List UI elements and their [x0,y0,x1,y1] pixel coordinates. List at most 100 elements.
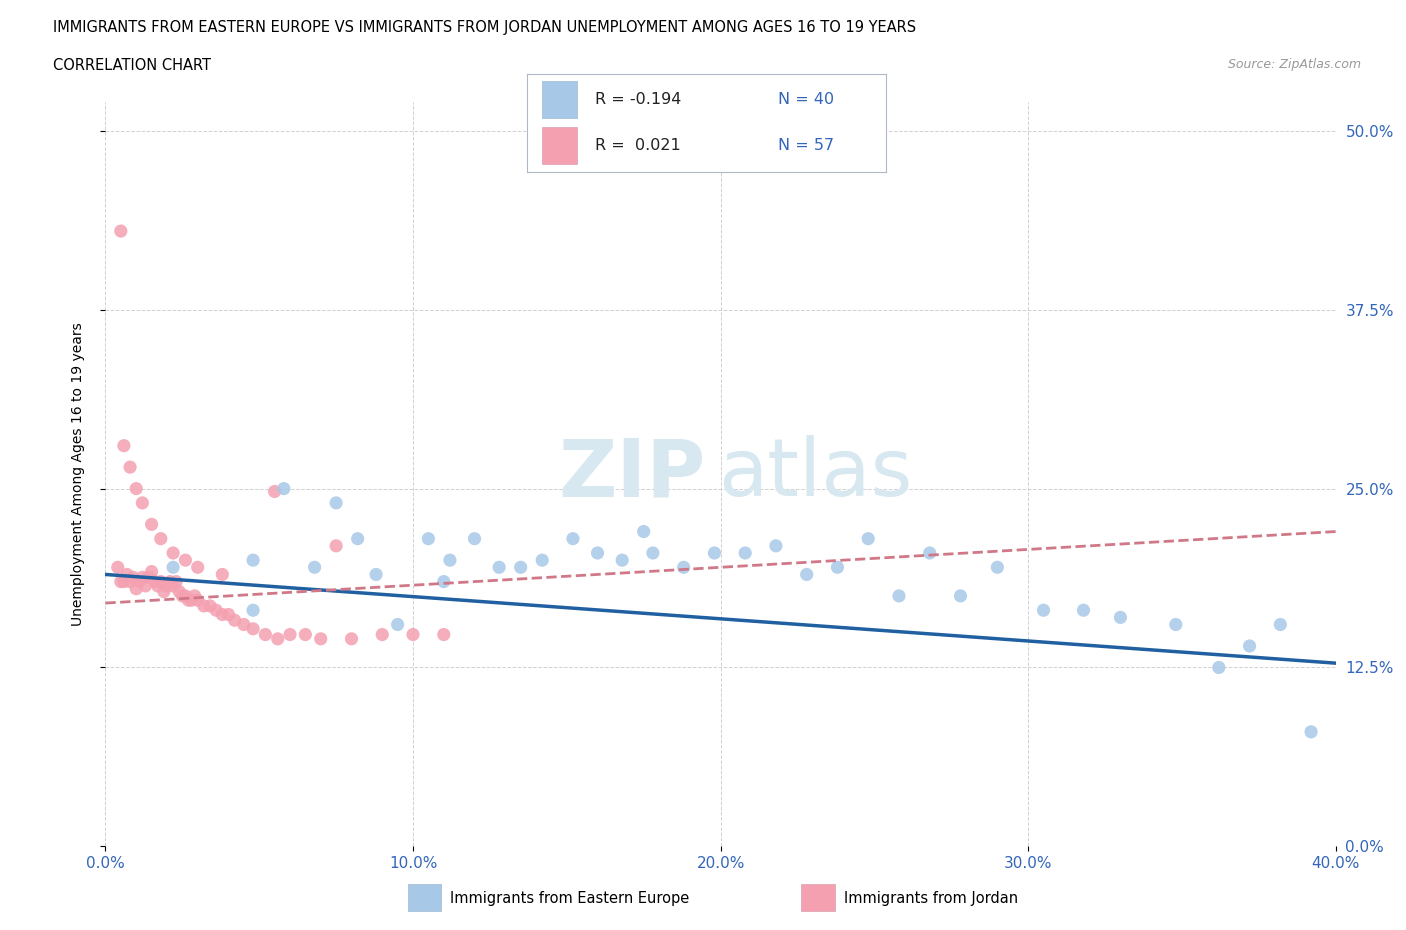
Point [586,546,609,561]
Point [138,570,160,585]
Point [156,578,179,593]
Point [211,607,233,622]
Point [562,531,585,546]
Point [120,574,141,589]
Point [112,574,135,589]
Point [796,567,818,582]
Point [325,496,347,511]
Text: Source: ZipAtlas.com: Source: ZipAtlas.com [1227,58,1361,71]
Point [827,560,849,575]
Point [205,603,228,618]
Point [162,578,184,593]
Point [294,627,316,642]
Text: Immigrants from Eastern Europe: Immigrants from Eastern Europe [450,891,689,906]
Text: IMMIGRANTS FROM EASTERN EUROPE VS IMMIGRANTS FROM JORDAN UNEMPLOYMENT AMONG AGES: IMMIGRANTS FROM EASTERN EUROPE VS IMMIGR… [53,20,917,35]
Point [1164,618,1187,632]
Point [273,481,295,496]
Text: N = 40: N = 40 [779,92,834,107]
Point [949,589,972,604]
Point [107,560,129,575]
Point [112,438,135,453]
Point [224,613,246,628]
Point [986,560,1008,575]
Point [1208,660,1230,675]
Text: R =  0.021: R = 0.021 [595,139,681,153]
Point [149,531,172,546]
Text: N = 57: N = 57 [779,139,834,153]
Point [433,627,456,642]
Point [177,592,200,607]
Point [141,517,163,532]
Point [180,592,202,607]
Point [125,581,148,596]
Point [488,560,510,575]
Point [325,538,347,553]
Point [1239,639,1261,654]
FancyBboxPatch shape [541,81,578,118]
Point [703,546,725,561]
Point [125,481,148,496]
Point [254,627,277,642]
Point [387,618,409,632]
Point [128,574,150,589]
Point [242,552,264,567]
Point [672,560,695,575]
Point [131,570,153,585]
Point [1109,610,1132,625]
Point [734,546,756,561]
Point [211,567,233,582]
Point [183,589,205,604]
Point [641,546,664,561]
Text: R = -0.194: R = -0.194 [595,92,682,107]
Point [141,565,163,579]
Point [174,552,197,567]
Point [120,459,141,474]
Point [131,496,153,511]
Point [918,546,941,561]
Point [371,627,394,642]
Point [263,484,285,498]
Point [187,592,209,607]
Text: CORRELATION CHART: CORRELATION CHART [53,58,211,73]
Point [149,574,172,589]
Point [1032,603,1054,618]
Point [242,621,264,636]
Point [193,599,215,614]
Point [439,552,461,567]
Point [1301,724,1323,739]
Text: Immigrants from Jordan: Immigrants from Jordan [844,891,1018,906]
Point [1270,618,1292,632]
Point [146,578,169,593]
Point [1073,603,1095,618]
Point [110,574,132,589]
Point [765,538,787,553]
Point [887,589,910,604]
Point [309,631,332,646]
Point [169,584,191,599]
Text: ZIP: ZIP [558,435,706,513]
Point [172,589,194,604]
Text: atlas: atlas [718,435,912,513]
Point [531,552,554,567]
Point [612,552,634,567]
Point [858,531,880,546]
Point [464,531,486,546]
Point [162,560,184,575]
Point [418,531,440,546]
Point [115,567,138,582]
Point [159,574,181,589]
Point [509,560,531,575]
Point [232,618,254,632]
Point [340,631,363,646]
Point [174,589,197,604]
Point [366,567,388,582]
Point [153,584,176,599]
Point [278,627,301,642]
Point [165,574,187,589]
Point [110,223,132,238]
Point [242,603,264,618]
Point [267,631,290,646]
Point [304,560,326,575]
Point [187,560,209,575]
Point [433,574,456,589]
